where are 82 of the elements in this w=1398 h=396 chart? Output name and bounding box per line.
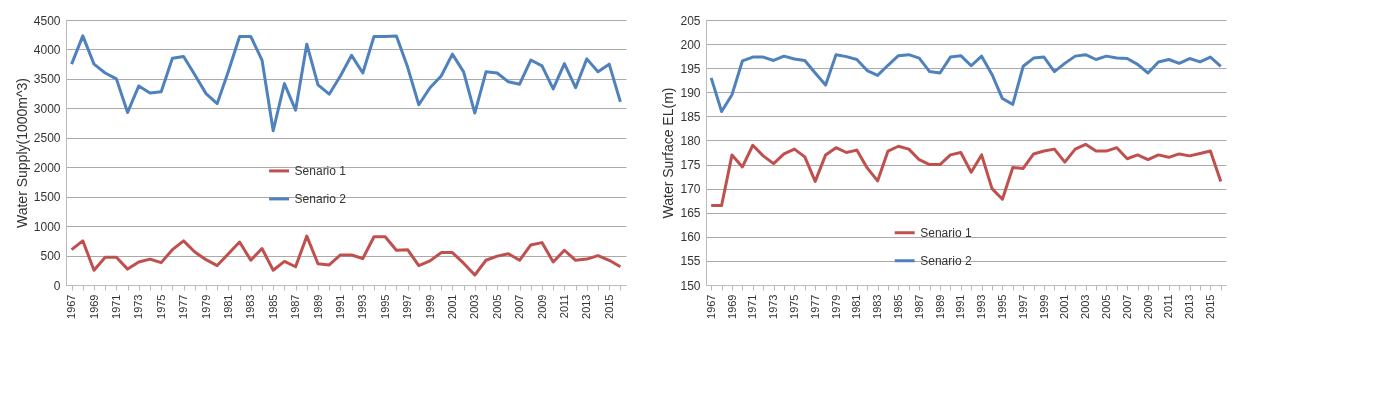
line-series xyxy=(70,34,622,133)
y-tick-label: 1000 xyxy=(33,219,61,234)
x-tick-label: 2009 xyxy=(1141,294,1154,319)
line-series xyxy=(709,142,1223,207)
y-tick-label: 3000 xyxy=(33,101,61,116)
y-tick-label: 165 xyxy=(680,206,701,221)
line-series xyxy=(70,234,622,277)
y-tick-label: 185 xyxy=(680,109,701,124)
x-tick-label: 1967 xyxy=(704,294,717,319)
x-tick-label: 1993 xyxy=(975,294,988,319)
x-tick-label: 1969 xyxy=(725,294,738,319)
x-tick-label: 2001 xyxy=(445,294,458,319)
x-tick-label: 1989 xyxy=(933,294,946,319)
x-tick-label: 1977 xyxy=(177,294,190,319)
x-tick-label: 2003 xyxy=(468,294,481,319)
x-tick-label: 2007 xyxy=(1120,294,1133,319)
x-tick-label: 2013 xyxy=(580,294,593,319)
y-tick-label: 1500 xyxy=(33,190,61,205)
x-tick-label: 1971 xyxy=(109,294,122,319)
y-tick-label: 2000 xyxy=(33,160,61,175)
y-tick-label: 2500 xyxy=(33,131,61,146)
x-tick-label: 1973 xyxy=(132,294,145,319)
x-tick-label: 2009 xyxy=(535,294,548,319)
y-tick-label: 170 xyxy=(680,182,701,197)
x-tick-label: 1987 xyxy=(912,294,925,319)
legend-label: Senario 1 xyxy=(920,225,972,240)
x-tick-label: 2005 xyxy=(490,294,503,319)
x-tick-label: 1983 xyxy=(871,294,884,319)
x-tick-label: 2015 xyxy=(602,294,615,319)
x-tick-label: 2011 xyxy=(557,294,570,319)
y-tick-label: 175 xyxy=(680,158,701,173)
x-tick-label: 1971 xyxy=(746,294,759,319)
x-tick-label: 1987 xyxy=(289,294,302,319)
x-tick-label: 1981 xyxy=(221,294,234,319)
x-tick-label: 2007 xyxy=(513,294,526,319)
y-tick-label: 150 xyxy=(680,278,701,293)
x-tick-label: 1989 xyxy=(311,294,324,319)
x-tick-label: 1997 xyxy=(401,294,414,319)
x-tick-label: 2015 xyxy=(1203,294,1216,319)
x-tick-label: 2005 xyxy=(1099,294,1112,319)
x-tick-label: 1973 xyxy=(767,294,780,319)
x-tick-label: 1975 xyxy=(787,294,800,319)
x-tick-label: 1995 xyxy=(378,294,391,319)
y-tick-label: 195 xyxy=(680,61,701,76)
x-tick-label: 2001 xyxy=(1058,294,1071,319)
y-tick-label: 0 xyxy=(53,278,61,293)
x-tick-label: 1967 xyxy=(65,294,78,319)
legend-label: Senario 2 xyxy=(294,191,347,206)
y-tick-label: 155 xyxy=(680,254,701,269)
x-tick-label: 1985 xyxy=(891,294,904,319)
y-tick-label: 4500 xyxy=(33,13,61,28)
line-series xyxy=(709,53,1223,114)
x-tick-label: 2013 xyxy=(1183,294,1196,319)
y-tick-label: 190 xyxy=(680,85,701,100)
y-axis-title: Water Supply(1000m^3) xyxy=(13,77,30,229)
y-tick-label: 200 xyxy=(680,37,701,52)
x-tick-label: 1993 xyxy=(356,294,369,319)
x-tick-label: 1977 xyxy=(808,294,821,319)
x-tick-label: 1979 xyxy=(829,294,842,319)
x-tick-label: 1985 xyxy=(266,294,279,319)
legend-label: Senario 1 xyxy=(294,163,347,178)
x-tick-label: 1983 xyxy=(244,294,257,319)
x-tick-label: 1997 xyxy=(1016,294,1029,319)
x-tick-label: 1969 xyxy=(87,294,100,319)
x-tick-label: 1981 xyxy=(850,294,863,319)
x-tick-label: 2003 xyxy=(1079,294,1092,319)
y-tick-label: 4000 xyxy=(33,42,61,57)
x-tick-label: 2011 xyxy=(1162,294,1175,319)
x-tick-label: 1979 xyxy=(199,294,212,319)
y-tick-label: 3500 xyxy=(33,72,61,87)
legend-label: Senario 2 xyxy=(920,253,972,268)
y-tick-label: 160 xyxy=(680,230,701,245)
y-tick-label: 205 xyxy=(680,13,701,28)
x-tick-label: 1991 xyxy=(333,294,346,319)
y-tick-label: 500 xyxy=(40,249,61,264)
x-tick-label: 1999 xyxy=(423,294,436,319)
x-tick-label: 1975 xyxy=(154,294,167,319)
y-tick-label: 180 xyxy=(680,133,701,148)
x-tick-label: 1991 xyxy=(954,294,967,319)
x-tick-label: 1995 xyxy=(995,294,1008,319)
y-axis-title: Water Surface EL(m) xyxy=(660,87,677,219)
x-tick-label: 1999 xyxy=(1037,294,1050,319)
